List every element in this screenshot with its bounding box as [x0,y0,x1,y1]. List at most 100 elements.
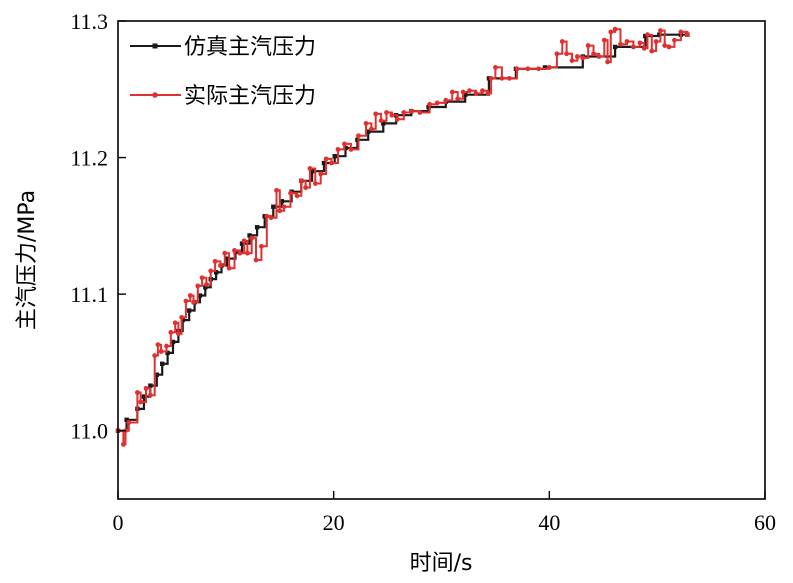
x-tick-label: 0 [113,510,124,535]
data-point-actual [401,110,407,115]
data-point-actual [335,146,341,152]
data-point-actual [226,265,232,271]
data-point-actual [378,118,384,124]
data-point-actual [138,399,144,405]
data-point-actual [281,204,287,210]
data-point-simulated [643,33,648,39]
data-point-simulated [463,92,468,97]
data-point-actual [559,39,565,44]
data-point-simulated [332,154,337,159]
data-point-simulated [197,293,203,298]
x-axis-title: 时间/s [410,551,473,576]
legend-marker-actual [152,92,158,98]
data-point-actual [312,181,318,186]
data-point-simulated [160,361,165,366]
data-point-actual [298,178,304,184]
data-point-actual [608,29,614,35]
data-point-actual [274,187,279,193]
data-point-actual [493,65,498,70]
data-point-actual [645,32,650,38]
data-point-actual [183,298,189,304]
data-point-actual [536,66,541,72]
data-point-simulated [657,32,662,37]
legend-marker-simulated [152,43,158,49]
data-point-actual [155,342,161,348]
data-point-actual [249,235,255,241]
data-point-actual [507,75,512,81]
data-point-actual [612,26,618,32]
data-point-actual [241,238,247,244]
data-point-actual [175,331,181,337]
data-point-actual [264,213,270,219]
data-point-actual [363,121,369,126]
data-point-actual [218,263,223,268]
data-point-simulated [343,145,348,151]
data-point-actual [195,283,201,289]
data-point-simulated [321,160,327,166]
data-point-actual [569,58,575,64]
data-point-actual [624,39,630,44]
data-point-actual [649,48,655,54]
data-point-actual [514,66,520,72]
data-point-actual [591,51,596,57]
data-point-actual [449,89,455,95]
y-axis-title: 主汽压力/MPa [15,190,40,330]
data-point-simulated [426,104,431,110]
data-point-simulated [355,137,360,143]
y-tick-label: 11.0 [70,419,108,444]
data-point-actual [237,250,243,256]
data-point-actual [427,101,433,107]
data-point-actual [164,343,169,349]
data-point-actual [222,250,228,256]
data-point-actual [318,171,324,177]
data-point-simulated [254,225,260,230]
data-point-actual [369,126,374,132]
data-point-actual [126,420,132,425]
data-point-actual [564,51,569,57]
data-point-actual [152,353,158,358]
data-point-actual [455,96,461,102]
data-point-actual [394,116,400,122]
data-point-actual [585,43,591,48]
data-point-actual [356,133,361,139]
data-point-actual [546,65,552,70]
data-point-actual [467,88,472,94]
data-point-simulated [381,121,386,126]
data-point-actual [631,44,636,50]
data-point-simulated [203,285,208,290]
data-point-actual [473,90,479,96]
data-point-actual [245,250,250,256]
data-point-simulated [365,129,371,134]
series-line-simulated [118,33,688,432]
data-point-simulated [247,233,252,238]
legend-label-actual: 实际主汽压力 [184,84,316,109]
data-point-actual [653,39,659,44]
data-point-actual [488,75,494,81]
data-point-actual [574,54,580,59]
legend: 仿真主汽压力 实际主汽压力 [130,35,316,109]
data-point-actual [666,44,672,50]
data-point-actual [259,243,264,249]
data-point-actual [199,275,205,281]
data-point-actual [580,55,586,61]
data-point-actual [678,29,684,35]
data-point-actual [637,40,643,46]
x-tick-label: 40 [538,510,560,535]
x-tick-label: 20 [323,510,345,535]
data-point-actual [208,268,214,274]
data-point-actual [135,390,140,395]
data-point-actual [417,110,423,115]
data-point-actual [277,208,283,214]
data-point-actual [408,108,414,114]
data-point-actual [168,329,174,335]
data-point-actual [307,166,313,171]
data-point-simulated [186,308,192,313]
data-point-simulated [213,270,219,275]
data-point-actual [232,248,237,253]
data-point-actual [342,141,347,147]
data-point-actual [605,59,610,65]
data-point-simulated [279,199,285,204]
data-point-actual [596,54,602,59]
data-point-actual [191,299,196,305]
